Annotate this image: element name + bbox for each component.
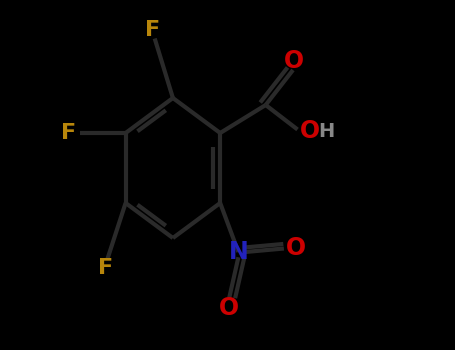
Text: F: F xyxy=(145,20,160,40)
Text: O: O xyxy=(286,236,306,260)
Text: O: O xyxy=(219,296,239,320)
Text: O: O xyxy=(283,49,303,73)
Text: F: F xyxy=(97,258,113,278)
Text: O: O xyxy=(300,119,320,143)
Text: F: F xyxy=(61,123,76,143)
Text: H: H xyxy=(318,122,334,141)
Text: N: N xyxy=(228,240,248,264)
